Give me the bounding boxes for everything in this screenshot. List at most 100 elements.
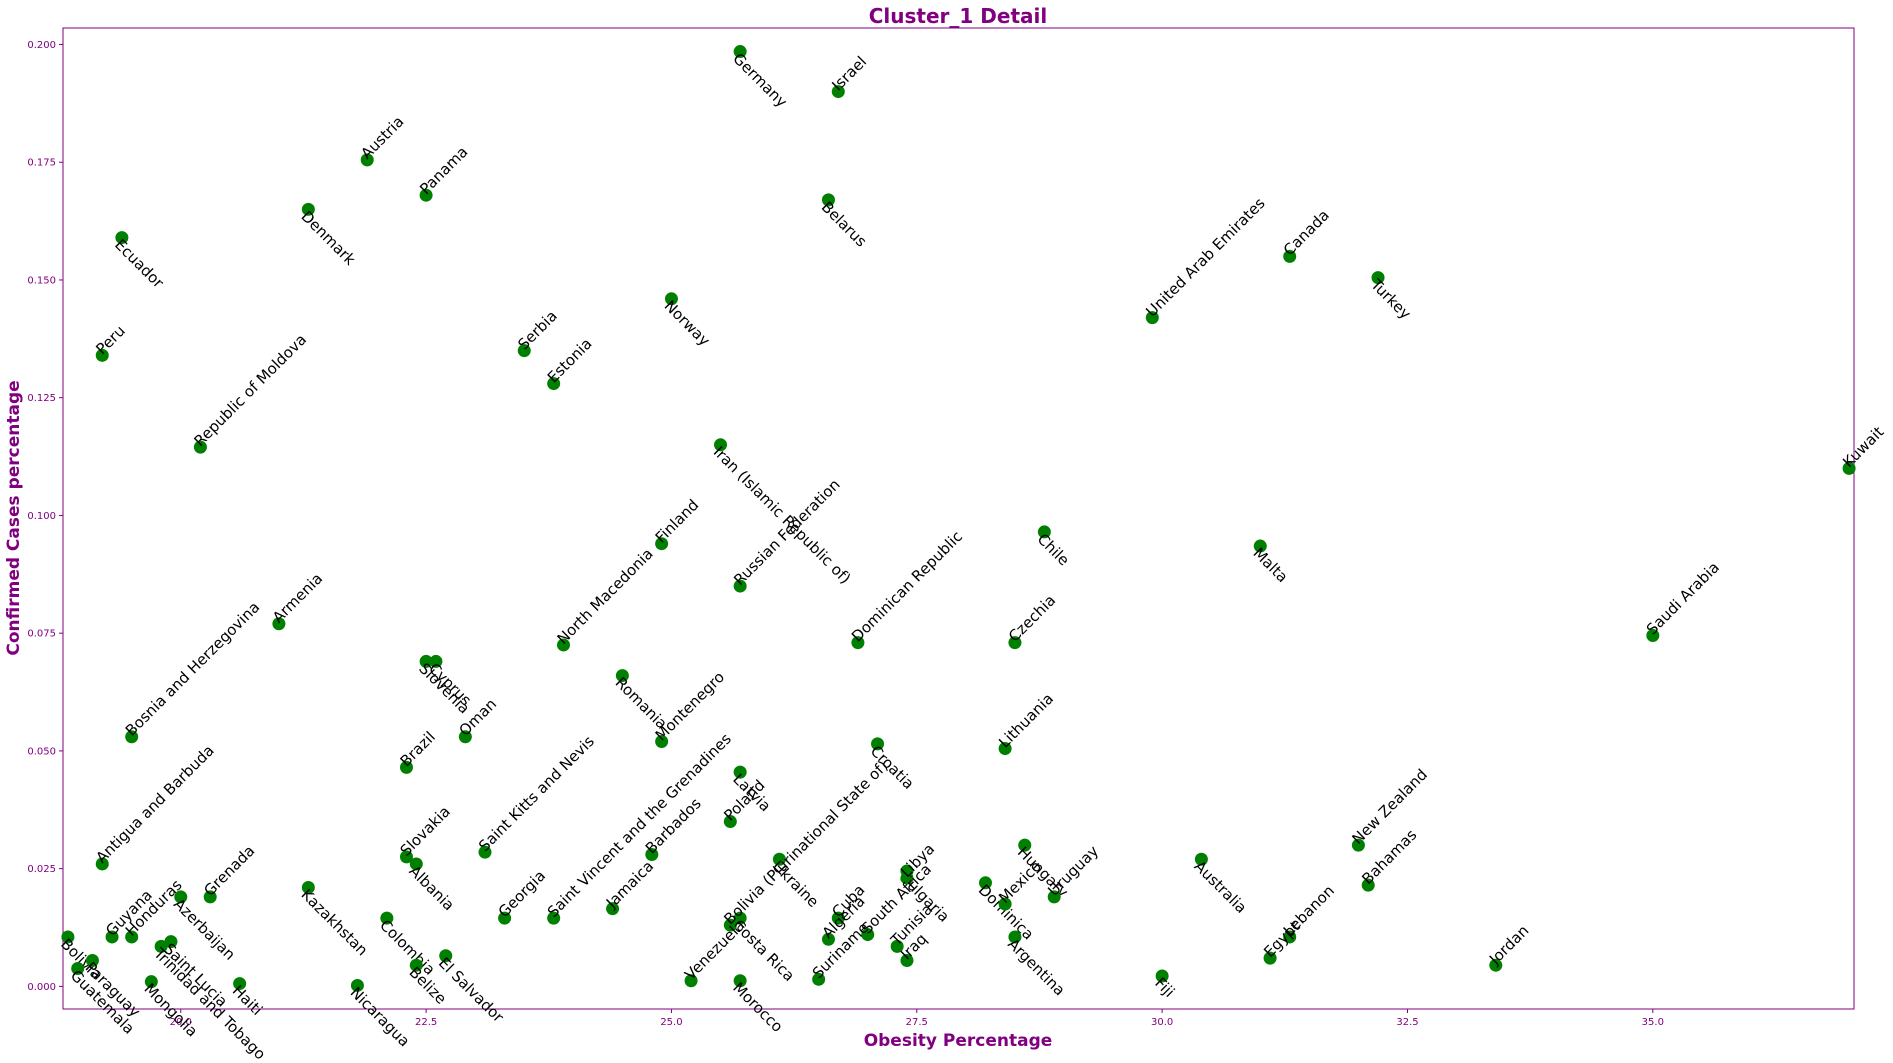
point-label: Denmark xyxy=(298,207,360,269)
y-tick-label: 0.025 xyxy=(27,864,56,875)
x-axis: 20.0 22.5 25.0 27.5 30.0 32.5 35.0 xyxy=(170,1009,1664,1028)
data-point xyxy=(733,45,747,59)
data-point xyxy=(1361,878,1375,892)
data-point xyxy=(556,638,570,652)
y-axis-label: Confirmed Cases percentage xyxy=(4,380,24,655)
point-label: Ecuador xyxy=(111,236,168,293)
data-point xyxy=(115,231,129,245)
point-label: Morocco xyxy=(729,979,786,1036)
data-point xyxy=(733,974,747,988)
y-tick-label: 0.125 xyxy=(27,393,56,404)
point-label: Slovakia xyxy=(397,802,454,859)
x-tick-label: 22.5 xyxy=(415,1017,437,1028)
data-point xyxy=(154,939,168,953)
data-point xyxy=(1646,629,1660,643)
data-point xyxy=(399,760,413,774)
data-point xyxy=(998,742,1012,756)
data-point xyxy=(439,949,453,963)
data-point xyxy=(125,730,139,744)
point-label: Chile xyxy=(1034,530,1073,569)
data-point xyxy=(831,911,845,925)
point-label: Turkey xyxy=(1367,275,1415,323)
data-point xyxy=(1155,969,1169,983)
point-label: Georgia xyxy=(495,867,549,921)
x-axis-label: Obesity Percentage xyxy=(864,1031,1053,1051)
data-point xyxy=(272,617,286,631)
point-label: Serbia xyxy=(514,307,561,354)
data-point xyxy=(861,928,875,942)
point-label: Mexico xyxy=(995,857,1045,907)
data-point xyxy=(85,953,99,967)
data-point xyxy=(821,193,835,207)
data-point xyxy=(95,857,109,871)
y-axis: 0.000 0.025 0.050 0.075 0.100 0.125 0.150 0.175… xyxy=(27,40,63,993)
point-label: Argentina xyxy=(1004,935,1068,999)
data-point xyxy=(547,911,561,925)
point-label: Colombia xyxy=(376,916,439,979)
data-point xyxy=(419,188,433,202)
data-point xyxy=(1194,852,1208,866)
data-point xyxy=(144,975,158,989)
data-point xyxy=(615,669,629,683)
point-label: Finland xyxy=(652,496,703,547)
x-tick-label: 20.0 xyxy=(170,1017,192,1028)
data-point xyxy=(360,153,374,167)
data-point xyxy=(1489,958,1503,972)
point-label: Germany xyxy=(729,50,791,112)
data-point xyxy=(890,939,904,953)
data-point xyxy=(1263,951,1277,965)
point-label: Israel xyxy=(828,53,870,95)
data-point xyxy=(125,930,139,944)
point-label: Norway xyxy=(661,297,714,350)
point-label: North Macedonia xyxy=(554,545,657,648)
point-label: Canada xyxy=(1280,206,1333,259)
data-point xyxy=(498,911,512,925)
data-point xyxy=(95,348,109,362)
data-point xyxy=(1008,636,1022,650)
y-tick-label: 0.200 xyxy=(27,40,56,51)
data-point xyxy=(380,911,394,925)
point-label: Iran (Islamic Republic of) xyxy=(710,443,855,588)
point-label: Lithuania xyxy=(995,690,1057,752)
y-tick-label: 0.100 xyxy=(27,511,56,522)
data-point xyxy=(733,579,747,593)
chart-title: Cluster_1 Detail xyxy=(869,4,1047,28)
data-point xyxy=(1283,249,1297,263)
x-tick-label: 35.0 xyxy=(1642,1017,1664,1028)
data-point xyxy=(1253,539,1267,553)
data-point xyxy=(1047,890,1061,904)
data-point xyxy=(203,890,217,904)
point-label: Grenada xyxy=(200,842,258,900)
x-tick-label: 32.5 xyxy=(1396,1017,1418,1028)
y-tick-label: 0.075 xyxy=(27,629,56,640)
point-label: Kuwait xyxy=(1839,423,1887,471)
data-point xyxy=(733,911,747,925)
data-point xyxy=(1283,930,1297,944)
data-point xyxy=(409,857,423,871)
point-label: Estonia xyxy=(544,335,596,387)
point-label: Republic of Moldova xyxy=(191,330,311,450)
point-label: Austria xyxy=(357,113,407,163)
data-point xyxy=(900,871,914,885)
data-point xyxy=(821,932,835,946)
data-point xyxy=(1371,271,1385,285)
data-point xyxy=(978,876,992,890)
point-label: Jordan xyxy=(1485,922,1532,969)
data-point xyxy=(478,845,492,859)
point-label: Czechia xyxy=(1005,591,1059,645)
data-point xyxy=(233,977,247,991)
point-label: Fiji xyxy=(1151,974,1178,1001)
data-point xyxy=(831,85,845,99)
point-label: Saint Kitts and Nevis xyxy=(475,732,598,855)
x-tick-label: 30.0 xyxy=(1151,1017,1173,1028)
data-point xyxy=(174,890,188,904)
point-label: Montenegro xyxy=(652,668,728,744)
point-label: Venezuela xyxy=(681,916,748,983)
data-point xyxy=(429,654,443,668)
point-label: Brazil xyxy=(397,728,439,770)
data-point xyxy=(547,377,561,391)
data-point xyxy=(301,202,315,216)
point-label: Kazakhstan xyxy=(298,886,372,960)
